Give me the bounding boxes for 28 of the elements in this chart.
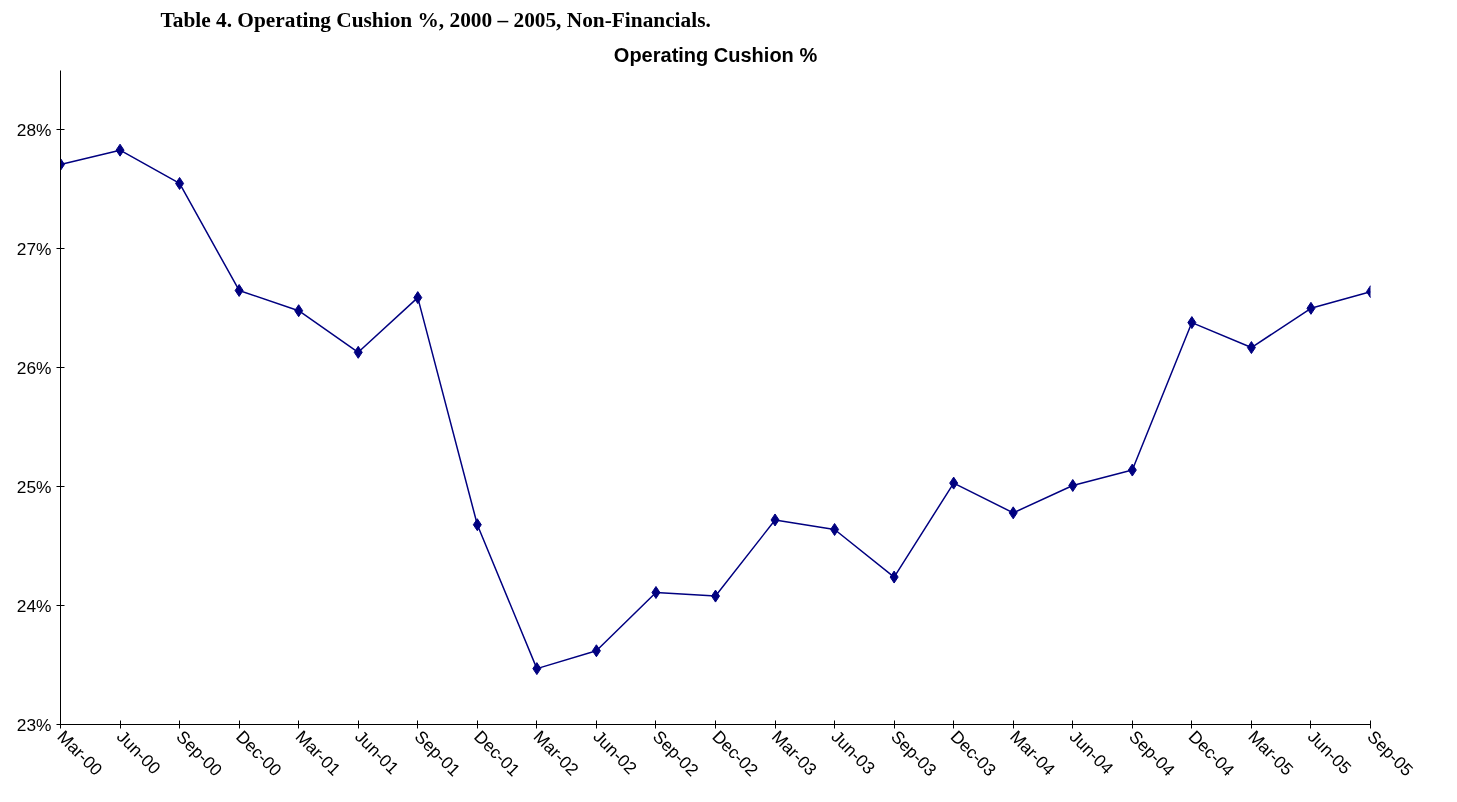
point — [175, 176, 185, 190]
point — [234, 283, 244, 297]
point — [651, 586, 661, 600]
chart-title: Table 4. Operating Cushion %, 2000 – 2005, Non-Financials. — [160, 7, 711, 32]
y-tick-label: 24% — [16, 595, 52, 616]
point — [294, 304, 304, 318]
y-tick-label: 26% — [16, 357, 52, 378]
point — [1068, 478, 1078, 492]
point — [472, 518, 482, 532]
point — [1246, 341, 1256, 355]
point — [949, 476, 959, 490]
y-tick-label: 23% — [16, 714, 52, 735]
point — [532, 662, 542, 676]
y-tick-label: 27% — [16, 238, 52, 259]
point — [1187, 316, 1197, 330]
point — [353, 345, 363, 359]
point — [770, 513, 780, 527]
point — [1008, 506, 1018, 520]
point — [591, 644, 601, 658]
y-tick-label: 28% — [16, 119, 52, 140]
point — [830, 522, 840, 536]
point — [1306, 301, 1316, 315]
point — [115, 143, 125, 157]
point — [889, 570, 899, 584]
point — [413, 291, 423, 305]
y-tick-label: 25% — [16, 476, 52, 497]
point — [1127, 463, 1137, 477]
chart-subtitle: Operating Cushion % — [613, 43, 818, 66]
